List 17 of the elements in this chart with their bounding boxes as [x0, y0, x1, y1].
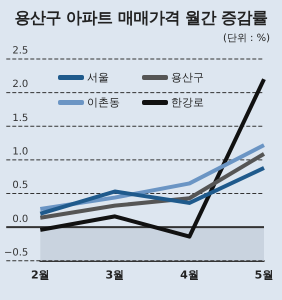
legend-label: 서울 — [87, 70, 109, 85]
y-tick-label: 0.5 — [12, 180, 28, 192]
x-tick-label: 3월 — [106, 268, 124, 282]
y-tick-label: 1.0 — [12, 146, 28, 158]
legend-label: 용산구 — [171, 70, 204, 85]
chart-title: 용산구 아파트 매매가격 월간 증감률 — [14, 7, 268, 29]
legend-label: 이촌동 — [87, 95, 120, 110]
legend-label: 한강로 — [171, 95, 204, 110]
y-tick-label: 2.0 — [12, 79, 28, 90]
y-tick-label: −0.5 — [4, 247, 28, 258]
x-tick-label: 2월 — [30, 268, 50, 282]
y-tick-label: 0.0 — [12, 214, 28, 225]
y-tick-label: 2.5 — [12, 46, 28, 57]
x-tick-label: 4월 — [180, 268, 199, 282]
y-tick-label: 1.5 — [12, 112, 28, 124]
chart-subtitle: (단위 : %) — [222, 32, 271, 45]
x-tick-label: 5월 — [254, 268, 274, 282]
